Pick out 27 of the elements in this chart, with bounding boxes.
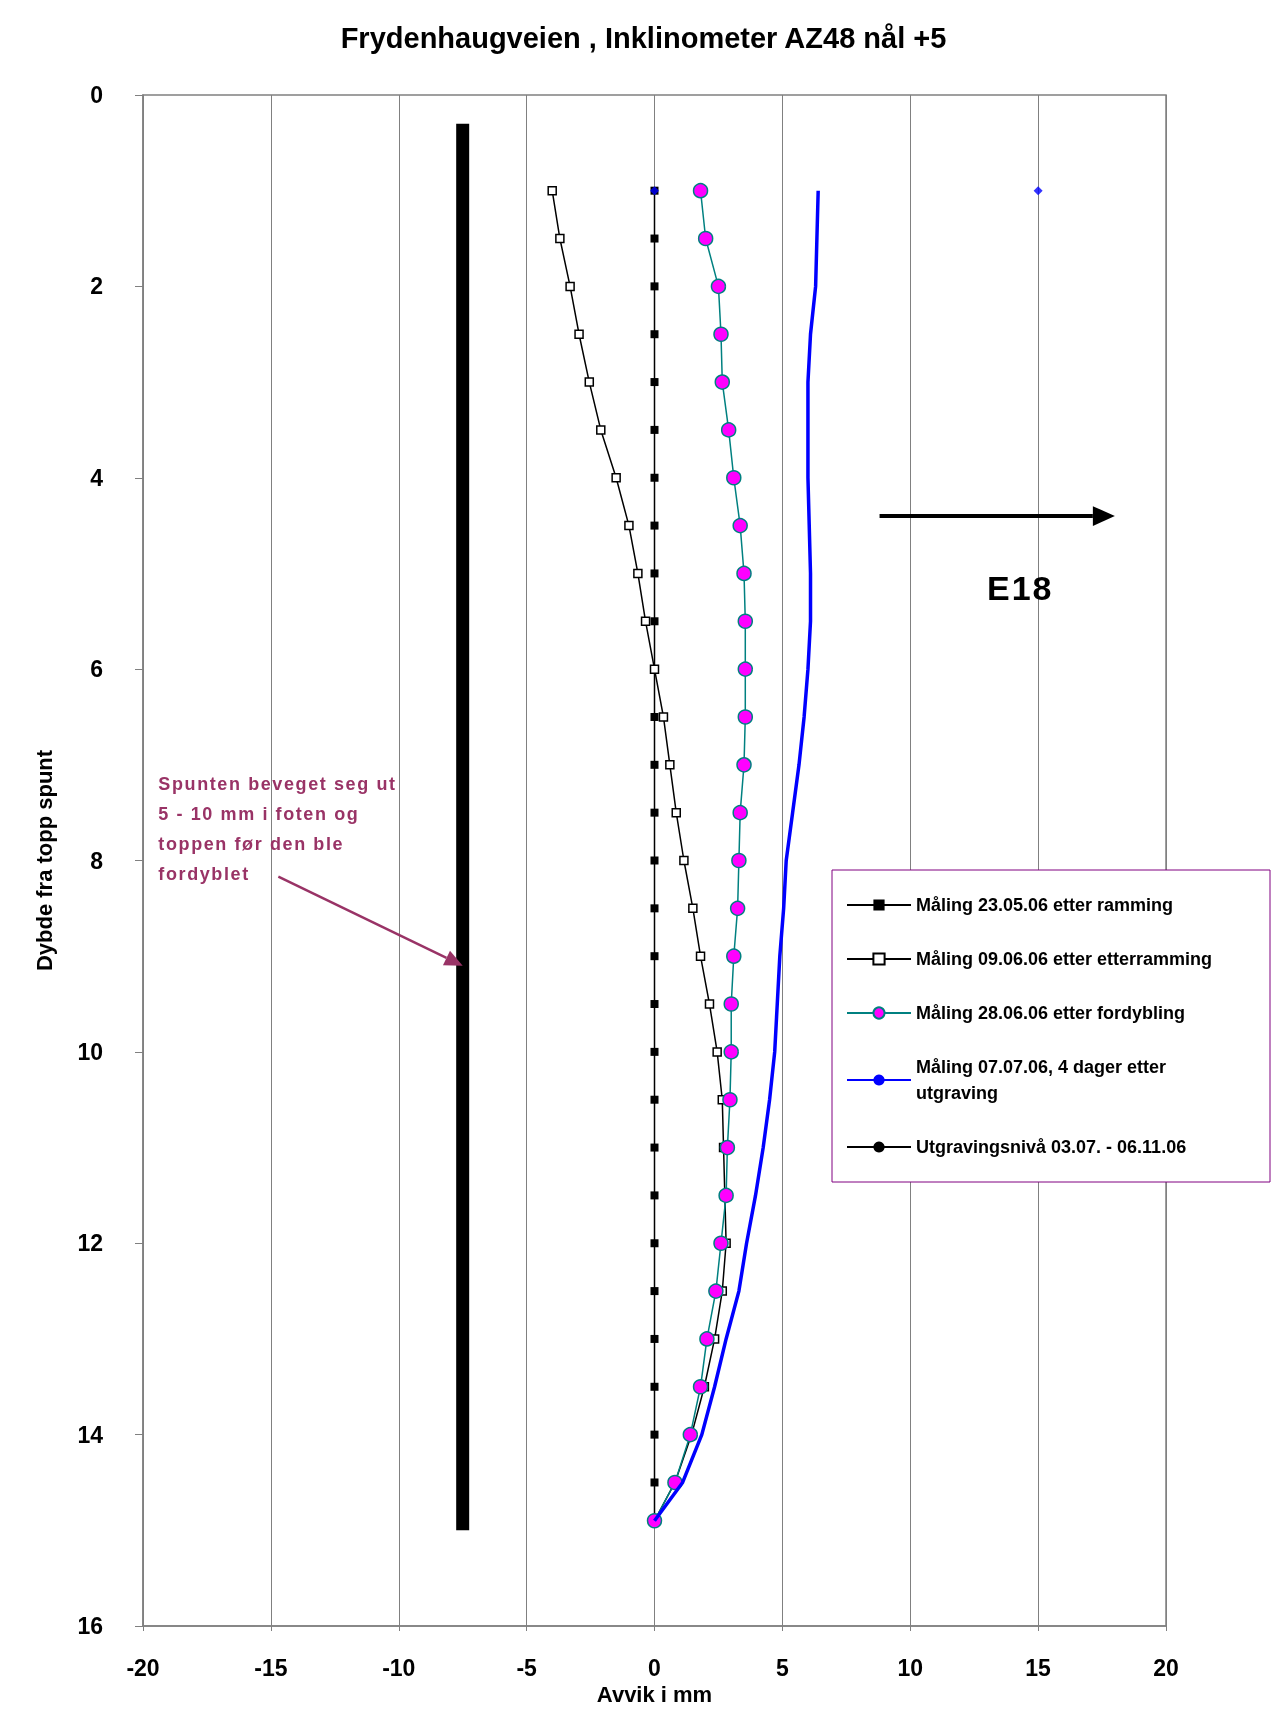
y-tick-label: 0: [90, 82, 103, 108]
y-tick-label: 6: [90, 656, 103, 683]
y-tick-label: 8: [90, 847, 104, 874]
x-tick-label: -10: [382, 1654, 416, 1681]
legend-label: Måling 07.07.06, 4 dager etter utgraving: [916, 1057, 1172, 1103]
y-tick-label: 14: [77, 1421, 104, 1448]
x-tick-label: 5: [775, 1654, 789, 1681]
legend-label: Utgravingsnivå 03.07. - 06.11.06: [916, 1137, 1187, 1157]
y-tick-label: 16: [77, 1613, 103, 1639]
y-axis-title: Dybde fra topp spunt: [31, 749, 57, 972]
y-tick-label: 2: [90, 273, 103, 300]
y-tick-label: 10: [77, 1038, 103, 1065]
x-tick-label: -15: [254, 1654, 288, 1681]
annotation: E18: [986, 568, 1054, 608]
legend-label: Måling 23.05.06 etter ramming: [916, 895, 1174, 915]
x-tick-label: 10: [897, 1654, 924, 1681]
x-tick-label: -20: [126, 1654, 160, 1681]
legend-label: Måling 09.06.06 etter etterramming: [916, 949, 1213, 969]
x-tick-label: -5: [516, 1654, 538, 1681]
legend-label: Måling 28.06.06 etter fordybling: [916, 1003, 1186, 1023]
x-axis-title: Avvik i mm: [596, 1682, 713, 1708]
y-tick-label: 12: [77, 1230, 103, 1257]
chart-title: Frydenhaugveien , Inklinometer AZ48 nål +5: [340, 21, 947, 54]
y-tick-label: 4: [90, 464, 104, 491]
x-tick-label: 15: [1025, 1654, 1052, 1681]
x-tick-label: 0: [648, 1654, 661, 1681]
x-tick-label: 20: [1153, 1654, 1179, 1681]
